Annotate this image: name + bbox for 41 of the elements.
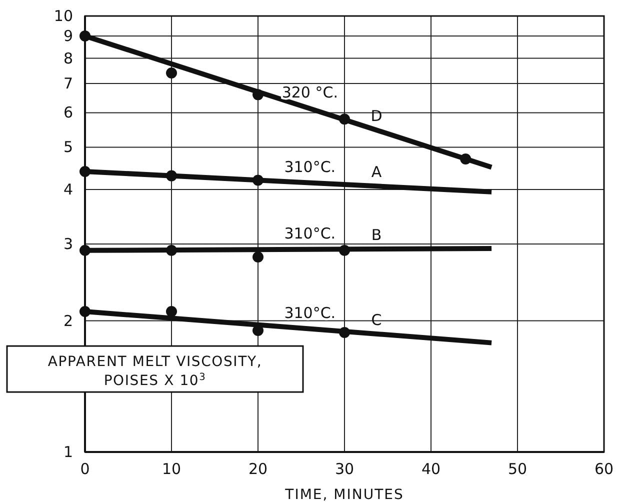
point — [252, 174, 264, 186]
y-tick-label: 10 — [54, 7, 73, 25]
point — [166, 170, 177, 182]
point — [339, 326, 350, 338]
series-label: D — [370, 107, 382, 126]
x-tick-label: 40 — [421, 460, 441, 478]
x-tick-label: 50 — [508, 460, 528, 478]
point — [80, 30, 90, 42]
point — [166, 244, 177, 256]
y-axis-title: APPARENT MELT VISCOSITY, POISES X 10$^{3}$ — [48, 354, 262, 390]
y-tick-label: 5 — [63, 138, 73, 156]
y-tick-label: 3 — [63, 234, 73, 253]
x-axis-title: TIME, MINUTES — [284, 487, 404, 502]
annotation: 310°C. — [284, 224, 336, 242]
y-tick-label: 7 — [63, 74, 73, 93]
y-tick-label: 1 — [63, 443, 73, 461]
y-tick-label: 9 — [63, 26, 73, 45]
point — [80, 306, 90, 318]
x-tick-label: 0 — [80, 460, 90, 478]
y-tick-label: 6 — [63, 104, 73, 122]
point — [252, 89, 264, 100]
point — [166, 306, 177, 318]
point — [166, 68, 177, 79]
annotation: 310°C. — [284, 304, 336, 322]
x-tick-label: 10 — [162, 460, 182, 478]
y-tick-label: 2 — [63, 312, 73, 330]
x-tick-label: 60 — [594, 460, 614, 478]
point — [339, 244, 350, 256]
point — [339, 114, 350, 125]
point — [80, 166, 90, 177]
point — [460, 153, 472, 164]
y-tick-label: 4 — [63, 180, 73, 198]
x-tick-label: 30 — [334, 460, 354, 478]
point — [252, 252, 264, 263]
y-tick-label: 8 — [63, 49, 73, 68]
annotation: 320 °C. — [282, 84, 338, 102]
series-label: B — [371, 226, 382, 244]
annotation: 310°C. — [284, 158, 336, 176]
point — [80, 244, 90, 256]
series-label: A — [371, 163, 382, 182]
x-tick-label: 20 — [248, 460, 268, 478]
